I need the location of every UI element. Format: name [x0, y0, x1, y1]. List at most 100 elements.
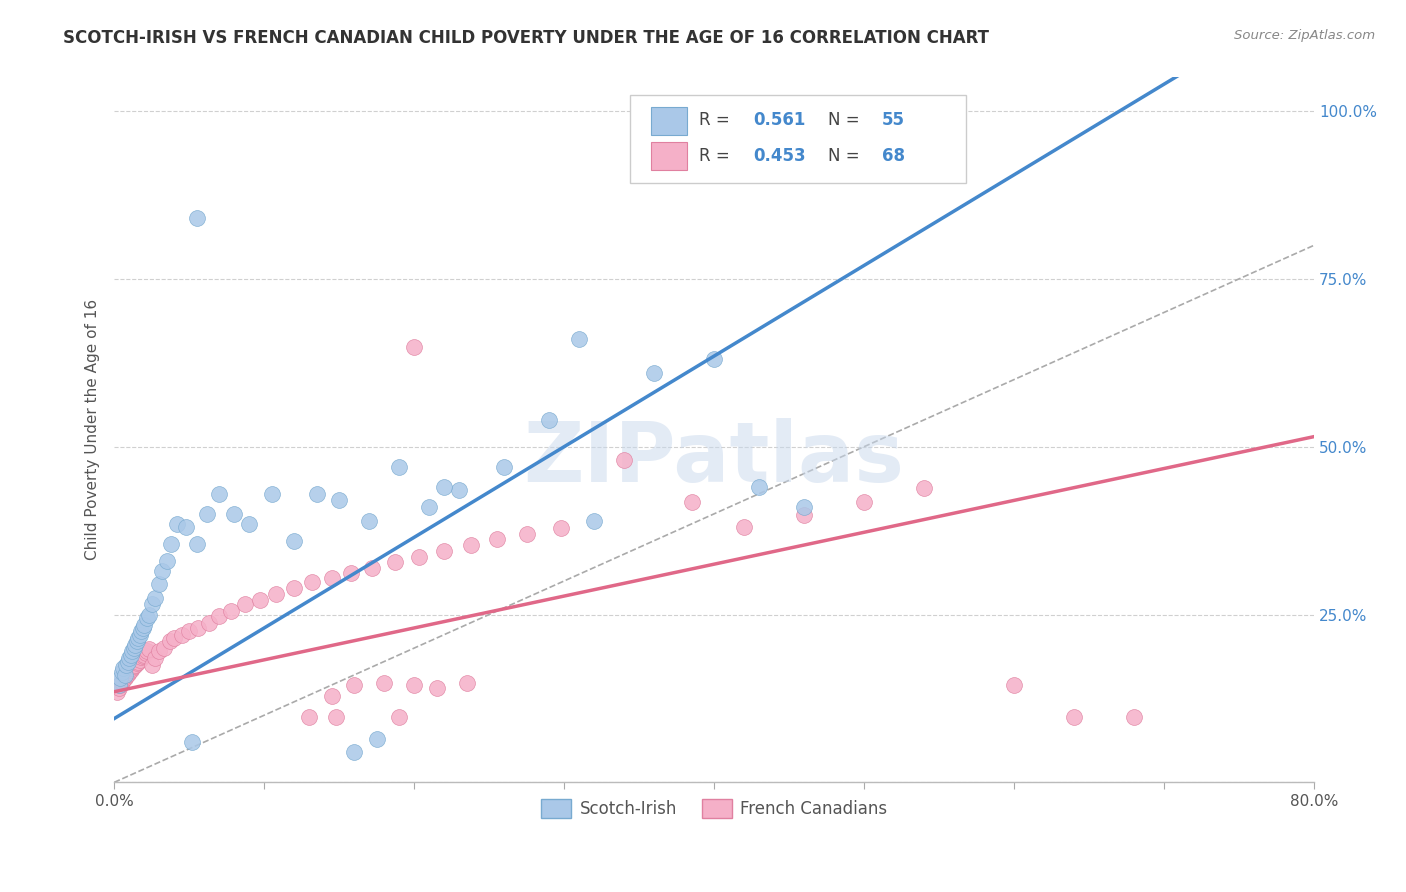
Point [249, 592, 271, 607]
Point [233, 598, 256, 612]
Point [748, 480, 770, 494]
Point [388, 459, 411, 474]
Y-axis label: Child Poverty Under the Age of 16: Child Poverty Under the Age of 16 [86, 300, 100, 560]
Text: N =: N = [828, 146, 865, 165]
Point [117, 666, 139, 681]
Text: R =: R = [699, 112, 734, 129]
Point [1002, 678, 1025, 692]
Point [135, 646, 157, 660]
Point [703, 352, 725, 367]
Text: Source: ZipAtlas.com: Source: ZipAtlas.com [1234, 29, 1375, 42]
Point [197, 615, 219, 630]
Point [108, 678, 131, 692]
Point [107, 678, 129, 692]
Point [187, 621, 209, 635]
Point [460, 538, 482, 552]
Point [112, 673, 135, 688]
Point [141, 598, 163, 612]
Text: ZIPatlas: ZIPatlas [523, 417, 904, 499]
Point [170, 628, 193, 642]
Point [643, 366, 665, 380]
Point [853, 494, 876, 508]
Point [449, 483, 471, 498]
Bar [651, 107, 686, 136]
Legend: Scotch-Irish, French Canadians: Scotch-Irish, French Canadians [534, 792, 894, 825]
Text: 0.561: 0.561 [754, 112, 806, 129]
Point [298, 709, 321, 723]
Point [613, 453, 636, 467]
Point [733, 520, 755, 534]
Point [121, 661, 143, 675]
Point [115, 657, 138, 672]
Point [114, 671, 136, 685]
Point [163, 631, 186, 645]
Point [195, 507, 218, 521]
Text: 68: 68 [882, 146, 905, 165]
Point [143, 651, 166, 665]
Point [823, 103, 845, 118]
Point [433, 480, 456, 494]
Point [134, 617, 156, 632]
Point [583, 514, 606, 528]
Point [328, 493, 350, 508]
Point [124, 657, 146, 672]
Point [131, 621, 153, 635]
Point [343, 678, 366, 692]
Point [112, 661, 135, 675]
Point [125, 634, 148, 648]
Point [148, 644, 170, 658]
Point [264, 587, 287, 601]
Point [494, 459, 516, 474]
Point [129, 624, 152, 639]
Point [138, 642, 160, 657]
Point [301, 575, 323, 590]
Point [208, 486, 231, 500]
Point [418, 500, 440, 515]
Point [120, 663, 142, 677]
Point [384, 555, 406, 569]
Point [1123, 709, 1146, 723]
Text: SCOTCH-IRISH VS FRENCH CANADIAN CHILD POVERTY UNDER THE AGE OF 16 CORRELATION CH: SCOTCH-IRISH VS FRENCH CANADIAN CHILD PO… [63, 29, 990, 46]
Point [108, 671, 131, 685]
Point [111, 665, 134, 679]
Point [143, 591, 166, 605]
Point [122, 641, 145, 656]
Point [1063, 709, 1085, 723]
Point [122, 659, 145, 673]
FancyBboxPatch shape [630, 95, 966, 183]
Point [305, 486, 328, 500]
Point [793, 508, 815, 523]
Point [366, 731, 388, 746]
Point [219, 604, 242, 618]
Point [125, 656, 148, 670]
Point [120, 648, 142, 662]
Point [127, 655, 149, 669]
Point [538, 413, 561, 427]
Point [343, 745, 366, 759]
Point [568, 332, 591, 346]
Point [111, 674, 134, 689]
Point [912, 481, 935, 495]
Point [433, 543, 456, 558]
Point [186, 211, 208, 226]
Point [160, 537, 183, 551]
Point [115, 669, 138, 683]
Point [361, 560, 384, 574]
Point [148, 577, 170, 591]
Point [150, 564, 173, 578]
Point [156, 554, 179, 568]
Point [174, 520, 197, 534]
Point [404, 678, 426, 692]
Point [388, 709, 411, 723]
Point [118, 665, 141, 679]
Point [340, 566, 363, 580]
Point [208, 608, 231, 623]
Point [128, 628, 150, 642]
Point [179, 624, 201, 639]
Point [136, 644, 159, 658]
Point [152, 641, 174, 656]
Text: 0.453: 0.453 [754, 146, 807, 165]
Point [238, 516, 260, 531]
Point [136, 611, 159, 625]
Point [485, 533, 508, 547]
